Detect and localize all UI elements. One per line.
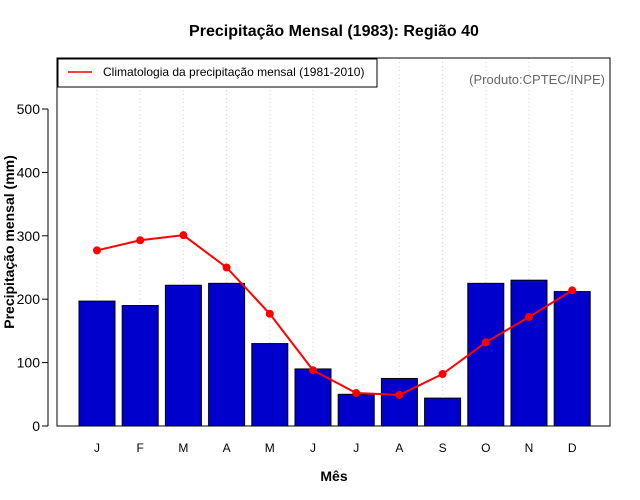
bar-8 [380, 377, 418, 427]
chart-title: Precipitação Mensal (1983): Região 40 [189, 23, 479, 40]
x-tick-label: F [137, 441, 144, 455]
y-tick-label: 400 [17, 164, 41, 180]
x-tick-label: J [310, 441, 316, 455]
climatology-point-6 [309, 366, 317, 375]
y-tick-label: 100 [17, 355, 41, 371]
climatology-point-2 [136, 236, 145, 245]
bar-4 [208, 282, 246, 427]
climatology-point-1 [93, 246, 101, 255]
plot-frame [56, 57, 611, 427]
bar-11 [510, 279, 548, 427]
source-note: (Produto:CPTEC/INPE) [469, 72, 605, 87]
climatology-point-12 [568, 286, 577, 295]
climatology-line [96, 234, 573, 396]
y-tick-label: 200 [17, 291, 41, 307]
bar-2 [121, 305, 159, 427]
x-tick-label: J [94, 441, 100, 455]
bar-1 [78, 300, 116, 427]
x-tick-label: S [439, 441, 447, 455]
x-tick-label: N [525, 441, 534, 455]
climatology-point-10 [481, 338, 490, 347]
x-tick-label: O [481, 441, 490, 455]
x-tick-label: M [178, 441, 188, 455]
bar-12 [553, 291, 591, 427]
x-tick-label: J [353, 441, 359, 455]
climatology-point-4 [222, 263, 231, 272]
bar-series [78, 279, 591, 427]
y-axis-title: Precipitação mensal (mm) [1, 155, 17, 329]
climatology-point-11 [525, 312, 533, 321]
x-tick-label: D [568, 441, 577, 455]
bar-10 [467, 282, 505, 427]
legend-label: Climatologia da precipitação mensal (198… [103, 65, 364, 79]
y-tick-label: 500 [17, 101, 41, 117]
y-axis: 0 100 200 300 400 500 [17, 101, 49, 434]
grid-lines [96, 58, 573, 426]
y-tick-label: 0 [32, 418, 40, 434]
y-tick-label: 300 [17, 228, 41, 244]
x-axis-title: Mês [320, 468, 347, 484]
bar-3 [164, 284, 202, 427]
x-tick-label: A [223, 441, 231, 455]
bar-6 [294, 368, 332, 427]
x-tick-label: A [395, 441, 403, 455]
legend-box [57, 58, 378, 88]
climatology-point-8 [395, 390, 404, 399]
climatology-point-9 [438, 370, 447, 379]
bar-7 [337, 393, 375, 427]
climatology-point-3 [179, 231, 188, 240]
bar-9 [424, 397, 462, 427]
legend: Climatologia da precipitação mensal (198… [57, 58, 378, 88]
x-tick-label: M [265, 441, 275, 455]
climatology-series [93, 231, 577, 399]
climatology-point-5 [265, 309, 274, 318]
bar-5 [251, 343, 289, 427]
climatology-point-7 [352, 389, 361, 398]
